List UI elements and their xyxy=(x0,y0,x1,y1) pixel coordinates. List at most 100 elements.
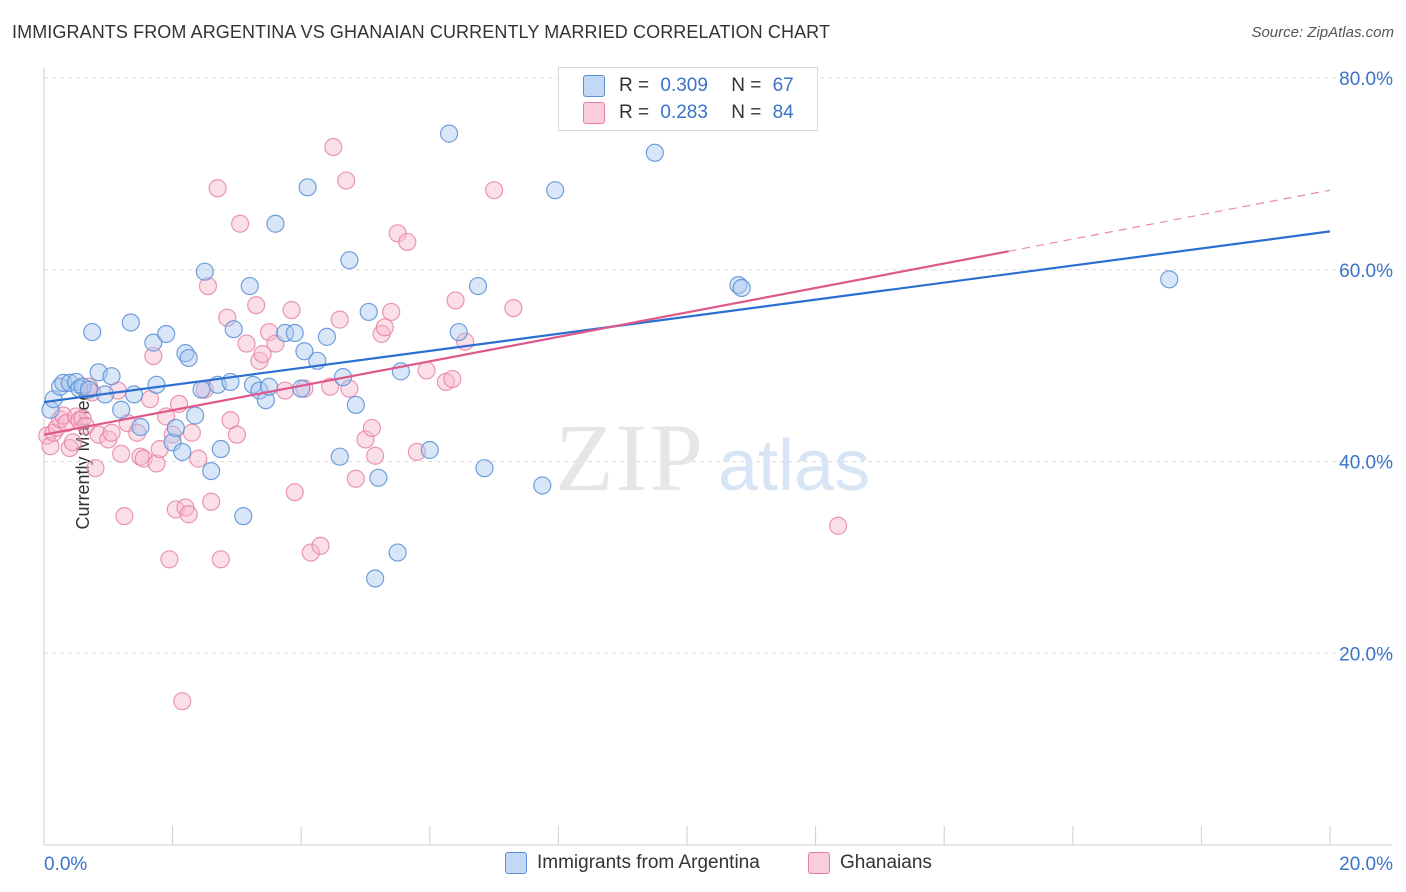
argentina-point xyxy=(163,433,182,452)
watermark-zip: ZIP xyxy=(555,404,705,511)
ghanaians-point xyxy=(60,438,79,458)
argentina-point xyxy=(330,447,349,466)
ghanaians-point xyxy=(160,550,179,569)
y-tick-label: 80.0% xyxy=(1339,69,1393,90)
argentina-point xyxy=(295,342,314,361)
n-value: 84 xyxy=(772,102,794,123)
argentina-point xyxy=(729,275,748,295)
argentina-point xyxy=(298,178,317,197)
correlation-legend: R = 0.309 N = 67 R = 0.283 N = 84 xyxy=(558,67,818,131)
ghanaians-point xyxy=(485,181,504,200)
argentina-point xyxy=(449,322,468,342)
argentina-point xyxy=(224,320,243,339)
ghanaians-point xyxy=(182,423,201,442)
argentina-point xyxy=(388,543,407,562)
argentina-point xyxy=(211,439,230,459)
legend-item-ghanaians: Ghanaians xyxy=(808,852,932,874)
ghanaians-point xyxy=(179,505,198,524)
legend-item-argentina: Immigrants from Argentina xyxy=(505,852,760,874)
legend-swatch-ghanaians xyxy=(808,852,830,874)
ghanaians-point xyxy=(324,137,343,157)
ghanaians-point xyxy=(173,692,192,711)
argentina-point xyxy=(645,143,664,162)
argentina-point xyxy=(173,442,192,462)
argentina-point xyxy=(131,417,150,437)
y-tick-label: 20.0% xyxy=(1339,644,1393,665)
argentina-point xyxy=(54,373,73,392)
argentina-point xyxy=(292,379,311,398)
ghanaians-point xyxy=(202,492,221,511)
argentina-point xyxy=(439,124,459,143)
argentina-point xyxy=(475,459,494,478)
ghanaians-point xyxy=(208,179,227,198)
ghanaians-point xyxy=(285,483,304,502)
ghanaians-point xyxy=(227,425,246,444)
argentina-point xyxy=(546,181,565,200)
argentina-point xyxy=(346,395,365,415)
argentina-point xyxy=(144,333,163,352)
argentina-point xyxy=(369,468,388,487)
argentina-point xyxy=(147,375,166,394)
axes xyxy=(43,68,1392,846)
argentina-point xyxy=(340,251,359,270)
r-label: R = xyxy=(619,75,650,96)
ghanaians-point xyxy=(321,377,340,396)
legend-label-argentina: Immigrants from Argentina xyxy=(537,852,760,873)
argentina-point xyxy=(202,461,221,481)
ghanaians-point xyxy=(131,447,150,466)
ghanaians-point xyxy=(504,299,523,318)
argentina-point xyxy=(176,344,195,363)
ghanaians-point xyxy=(198,276,218,296)
gridlines xyxy=(44,77,1392,654)
ghanaians-point xyxy=(247,296,266,315)
ghanaians-point xyxy=(147,454,166,473)
ghanaians-point xyxy=(443,369,462,389)
ghanaians-point xyxy=(63,433,83,452)
argentina-point xyxy=(112,400,131,419)
argentina-point xyxy=(179,348,198,368)
argentina-point xyxy=(468,276,488,296)
ghanaians-point xyxy=(218,308,237,327)
chart-title: IMMIGRANTS FROM ARGENTINA VS GHANAIAN CU… xyxy=(12,22,831,42)
argentina-point xyxy=(157,324,176,344)
ghanaians-point xyxy=(253,345,272,364)
argentina-point xyxy=(420,440,439,460)
trend-lines xyxy=(43,189,1331,436)
ghanaians-point xyxy=(330,310,349,329)
argentina-point xyxy=(102,367,121,386)
argentina-point xyxy=(732,278,751,298)
y-tick-label: 60.0% xyxy=(1339,261,1393,282)
argentina-point xyxy=(317,327,337,346)
argentina-point xyxy=(195,262,214,281)
ghanaians-point xyxy=(337,171,356,190)
legend-swatch-argentina xyxy=(505,852,527,874)
argentina-point xyxy=(1160,270,1179,289)
source-label: Source: ZipAtlas.com xyxy=(1251,24,1394,41)
argentina-point xyxy=(359,302,378,322)
r-value: 0.283 xyxy=(660,102,708,123)
r-value: 0.309 xyxy=(660,75,708,96)
ghanaians-point xyxy=(366,446,385,465)
tick-labels: 20.0% 40.0% 60.0% 80.0% 0.0% 20.0% xyxy=(44,69,1393,875)
argentina-point xyxy=(83,322,102,342)
n-value: 67 xyxy=(772,75,794,96)
argentina-point xyxy=(276,323,295,343)
ghanaians-point xyxy=(311,536,330,555)
argentina-trend-line xyxy=(43,230,1331,404)
ghanaians-point xyxy=(211,550,230,569)
ghanaians-point xyxy=(417,361,436,380)
ghanaians-point xyxy=(259,322,279,342)
n-label: N = xyxy=(731,102,762,123)
r-label: R = xyxy=(619,102,650,123)
ghanaians-point xyxy=(144,346,163,366)
ghanaians-points xyxy=(38,137,848,711)
ghanaians-point xyxy=(115,507,134,526)
ghanaians-point xyxy=(346,469,365,488)
argentina-point xyxy=(234,507,253,526)
ghanaians-point xyxy=(362,418,382,438)
ghanaians-point xyxy=(189,449,208,468)
argentina-point xyxy=(366,569,385,588)
argentina-point xyxy=(533,476,552,495)
ghanaians-point xyxy=(301,543,320,562)
ghanaians-point xyxy=(102,423,121,442)
